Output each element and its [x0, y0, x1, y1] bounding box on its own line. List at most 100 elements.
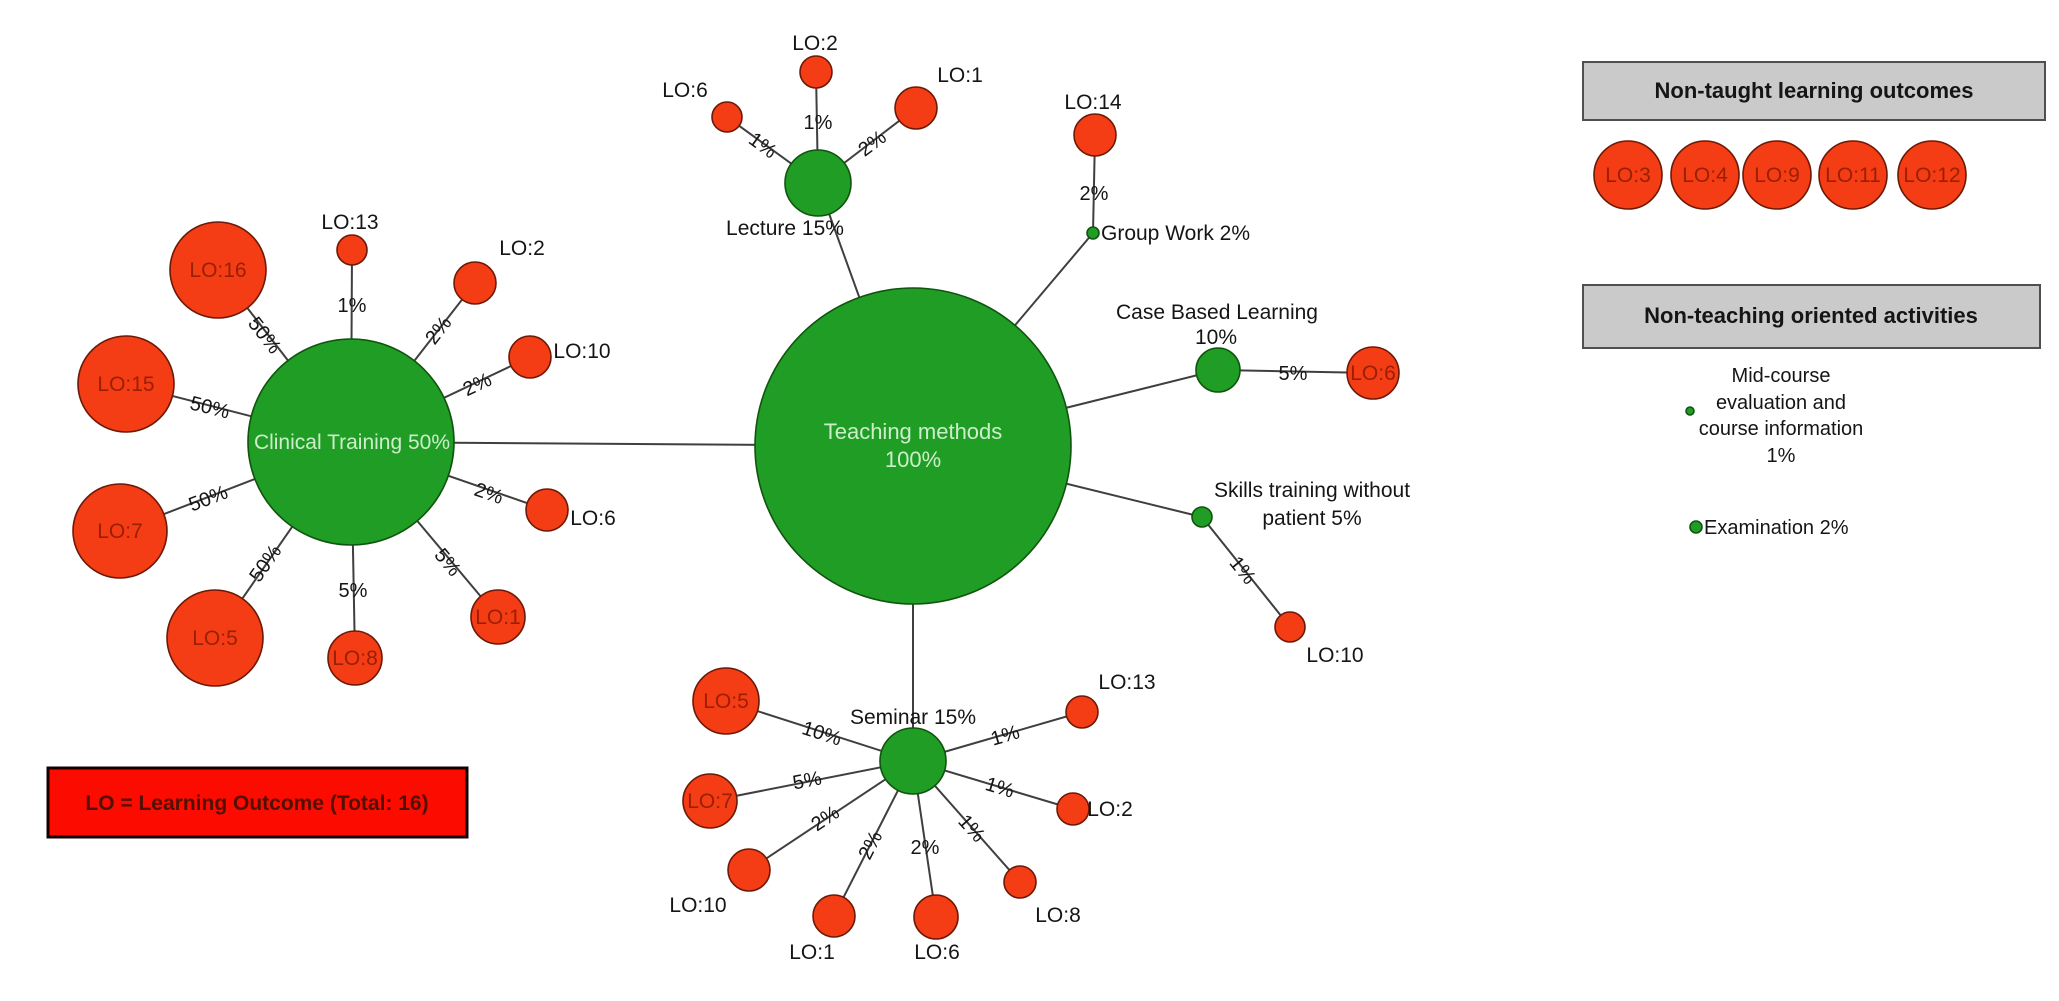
case-based-label: Case Based Learning: [1116, 301, 1318, 324]
clinical-lo5-label: LO:5: [192, 627, 238, 650]
node-clinical-training: [247, 338, 455, 546]
clinical-lo5-pct: 50%: [245, 541, 286, 587]
node-clinical-lo10: [508, 335, 552, 379]
nontaught-lo4-label: LO:4: [1682, 164, 1728, 187]
clinical-lo13-pct: 1%: [338, 295, 367, 317]
clinical-lo6-label: LO:6: [570, 507, 616, 530]
seminar-label: Seminar 15%: [850, 706, 976, 729]
skills-label-line1: Skills training without: [1214, 479, 1410, 502]
skills-label-line2: patient 5%: [1262, 507, 1361, 530]
seminar-lo1-label: LO:1: [789, 941, 835, 964]
node-casebased-lo6: [1346, 346, 1400, 400]
groupwork-lo14-label: LO:14: [1064, 91, 1122, 114]
node-case-based-learning: [1195, 347, 1241, 393]
non-teaching-title: Non-teaching oriented activities: [1644, 303, 1978, 328]
case-based-pct: 10%: [1195, 326, 1237, 349]
node-nontaught-lo9: [1742, 140, 1812, 210]
nontaught-lo11-label: LO:11: [1825, 164, 1881, 187]
seminar-lo8-label: LO:8: [1035, 904, 1081, 927]
clinical-lo8-pct: 5%: [339, 580, 368, 602]
seminar-lo7-pct: 5%: [791, 767, 824, 794]
clinical-lo7-pct: 50%: [186, 481, 231, 516]
node-group-work: [1086, 226, 1100, 240]
node-clinical-lo2: [453, 261, 497, 305]
nontaught-lo3-label: LO:3: [1605, 164, 1651, 187]
legend-label: LO = Learning Outcome (Total: 16): [85, 792, 428, 815]
casebased-lo6-label: LO:6: [1350, 362, 1396, 385]
clinical-lo10-pct: 2%: [460, 369, 496, 401]
seminar-lo2-label: LO:2: [1087, 798, 1133, 821]
examination-label: Examination 2%: [1704, 517, 1849, 539]
clinical-lo15-pct: 50%: [188, 392, 232, 423]
node-seminar-lo8: [1003, 865, 1037, 899]
non-teaching-panel: Non-teaching oriented activities Mid-cou…: [1582, 284, 2041, 539]
node-lecture-lo6: [711, 101, 743, 133]
casebased-lo6-pct: 5%: [1279, 363, 1308, 385]
non-taught-panel: Non-taught learning outcomes LO:3 LO:4 L…: [1582, 61, 2046, 210]
clinical-lo1-pct: 5%: [430, 545, 466, 581]
lecture-lo1-label: LO:1: [937, 64, 983, 87]
node-lecture-lo2: [799, 55, 833, 89]
lecture-satellites: LO:6 1% LO:2 1% LO:1 2%: [662, 32, 983, 163]
seminar-lo7-label: LO:7: [687, 790, 733, 813]
teaching-methods-pct: 100%: [885, 447, 941, 472]
midcourse-line3: course information: [1699, 418, 1864, 440]
node-examination-dot: [1689, 520, 1703, 534]
node-nontaught-lo11: [1818, 140, 1888, 210]
seminar-lo6-label: LO:6: [914, 941, 960, 964]
node-seminar-lo1: [812, 894, 856, 938]
lecture-label: Lecture 15%: [726, 217, 844, 240]
node-seminar-lo13: [1065, 695, 1099, 729]
midcourse-line1: Mid-course: [1732, 365, 1831, 387]
lecture-lo2-pct: 1%: [804, 112, 833, 134]
node-nontaught-lo4: [1670, 140, 1740, 210]
clinical-lo2-pct: 2%: [421, 312, 456, 348]
seminar-lo2-pct: 1%: [983, 773, 1017, 803]
group-work-label: Group Work 2%: [1101, 222, 1250, 245]
midcourse-line2: evaluation and: [1716, 392, 1846, 414]
node-skills-lo10: [1274, 611, 1306, 643]
node-nontaught-lo12: [1897, 140, 1967, 210]
clinical-lo2-label: LO:2: [499, 237, 545, 260]
non-teaching-header-box: [1582, 284, 2041, 349]
seminar-lo6-pct: 2%: [911, 837, 940, 859]
node-seminar-lo5: [692, 667, 760, 735]
seminar-lo5-label: LO:5: [703, 690, 749, 713]
node-seminar-lo2: [1056, 792, 1090, 826]
seminar-lo10-label: LO:10: [669, 894, 726, 917]
node-clinical-lo15: [77, 335, 175, 433]
node-nontaught-lo3: [1593, 140, 1663, 210]
node-midcourse-dot: [1685, 406, 1695, 416]
clinical-lo1-label: LO:1: [475, 606, 521, 629]
node-clinical-lo1: [470, 589, 526, 645]
node-clinical-lo16: [169, 221, 267, 319]
edge-seminar-lo7: [709, 760, 914, 802]
node-seminar: [879, 727, 947, 795]
clinical-lo8-label: LO:8: [332, 647, 378, 670]
groupwork-lo14-pct: 2%: [1080, 183, 1109, 205]
clinical-lo6-pct: 2%: [471, 479, 506, 509]
clinical-lo10-label: LO:10: [553, 340, 610, 363]
skills-lo10-label: LO:10: [1306, 644, 1363, 667]
lecture-lo2-label: LO:2: [792, 32, 838, 55]
node-lecture-lo1: [894, 86, 938, 130]
clinical-lo7-label: LO:7: [97, 520, 143, 543]
node-teaching-methods: [754, 287, 1072, 605]
seminar-lo5-pct: 10%: [799, 717, 844, 750]
edge-skills-lo10: [1201, 516, 1291, 628]
node-seminar-lo10: [727, 848, 771, 892]
node-groupwork-lo14: [1073, 113, 1117, 157]
non-taught-title: Non-taught learning outcomes: [1655, 78, 1974, 103]
node-seminar-lo7: [682, 773, 738, 829]
seminar-lo1-pct: 2%: [855, 827, 888, 863]
seminar-lo10-pct: 2%: [807, 802, 843, 837]
node-clinical-lo5: [166, 589, 264, 687]
node-clinical-lo8: [327, 630, 383, 686]
nontaught-lo9-label: LO:9: [1754, 164, 1800, 187]
clinical-lo16-pct: 50%: [243, 313, 285, 358]
node-skills-training: [1191, 506, 1213, 528]
clinical-training-label: Clinical Training 50%: [254, 431, 450, 454]
clinical-lo13-label: LO:13: [321, 211, 378, 234]
